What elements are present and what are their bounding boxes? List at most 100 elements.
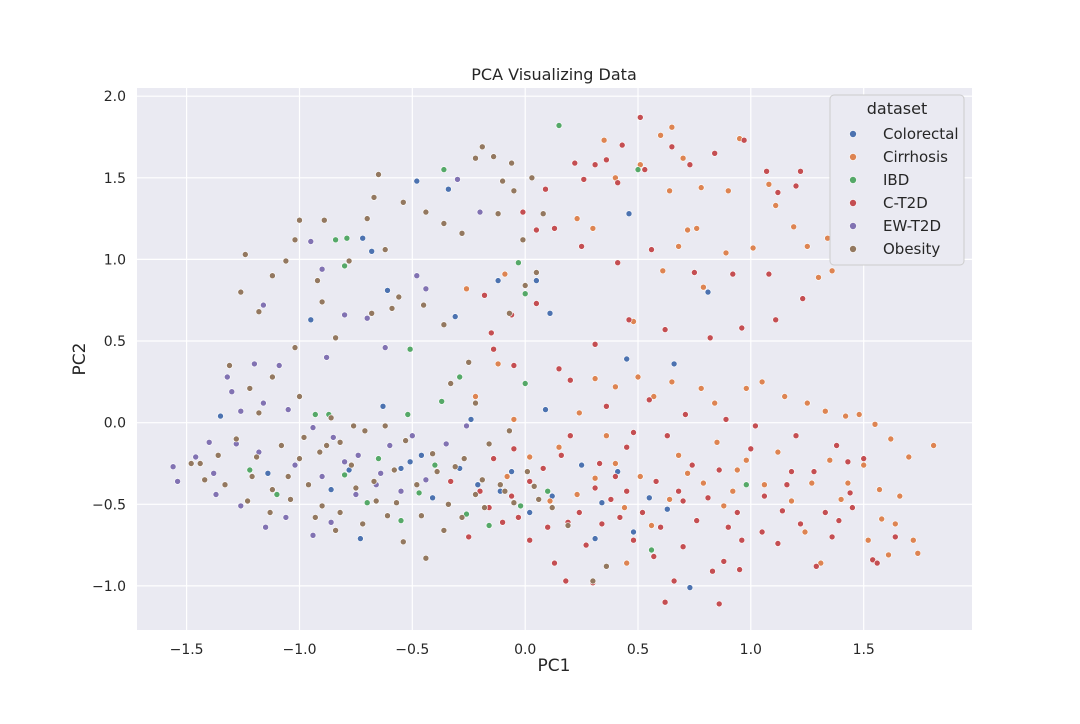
data-point [758, 378, 766, 386]
data-point [526, 478, 534, 485]
data-point [397, 487, 405, 495]
data-point [490, 345, 497, 353]
data-point [623, 487, 631, 495]
data-point [404, 411, 412, 418]
data-point [659, 267, 667, 275]
data-point [788, 497, 795, 505]
data-point [481, 504, 488, 511]
data-point [526, 509, 534, 516]
data-point [618, 141, 626, 149]
data-point [438, 398, 446, 405]
data-point [722, 416, 730, 423]
legend: dataset Colorectal Cirrhosis IBD C-T2D EW-T2… [829, 94, 965, 266]
data-point [246, 466, 254, 474]
data-point [765, 181, 773, 188]
data-point [508, 159, 515, 167]
data-point [341, 458, 348, 466]
data-point [260, 399, 267, 407]
data-point [869, 556, 877, 564]
data-point [255, 409, 263, 417]
data-point [269, 373, 276, 381]
data-point [871, 420, 879, 428]
data-point [582, 541, 590, 549]
data-point [485, 522, 493, 529]
data-point [630, 429, 637, 436]
y-tick-label: 1.5 [104, 171, 126, 187]
data-point [788, 468, 795, 475]
data-point [679, 497, 687, 505]
data-point [564, 522, 572, 529]
data-point [242, 251, 249, 258]
data-point [686, 161, 694, 168]
data-point [711, 399, 719, 407]
y-tick-label: 2.0 [104, 89, 126, 105]
data-point [244, 497, 251, 505]
data-point [733, 509, 741, 516]
data-point [363, 314, 371, 322]
data-point [539, 210, 547, 217]
data-point [661, 326, 669, 333]
x-tick-label: 1.5 [853, 642, 875, 658]
data-point [761, 492, 768, 500]
x-tick-label: −0.5 [395, 642, 429, 658]
data-point [467, 416, 475, 423]
data-point [713, 438, 721, 446]
data-point [650, 553, 658, 560]
data-point [623, 559, 631, 567]
data-point [598, 520, 606, 528]
data-point [557, 451, 565, 459]
data-point [675, 487, 682, 495]
legend-label: Colorectal [883, 125, 959, 143]
data-point [210, 469, 217, 477]
data-point [526, 536, 534, 544]
data-point [336, 438, 344, 446]
data-point [729, 487, 737, 495]
data-point [826, 456, 834, 464]
data-point [359, 234, 367, 242]
x-tick-label: 0.5 [627, 642, 649, 658]
data-point [670, 360, 678, 368]
data-point [546, 497, 554, 505]
data-point [255, 308, 263, 316]
data-point [878, 515, 886, 523]
data-point [661, 598, 669, 606]
data-point [828, 533, 836, 541]
data-point [311, 514, 319, 521]
data-point [706, 334, 714, 342]
data-point [291, 461, 299, 469]
data-point [296, 455, 303, 462]
legend-item: IBD [849, 171, 909, 189]
legend-label: IBD [883, 171, 909, 189]
data-point [440, 321, 448, 329]
data-point [774, 189, 782, 196]
data-point [361, 427, 369, 435]
data-point [772, 202, 780, 209]
data-point [521, 282, 529, 289]
data-point [506, 427, 513, 435]
data-point [524, 468, 531, 475]
data-point [174, 478, 181, 485]
data-point [873, 559, 881, 567]
data-point [704, 288, 712, 296]
data-point [284, 473, 292, 480]
data-point [663, 505, 671, 513]
data-point [573, 491, 581, 498]
data-point [636, 114, 644, 121]
data-point [636, 473, 644, 480]
data-point [320, 216, 328, 224]
data-point [503, 473, 511, 480]
data-point [860, 455, 868, 462]
data-point [625, 210, 633, 217]
data-point [187, 460, 195, 467]
data-point [790, 223, 798, 231]
data-point [413, 177, 421, 185]
data-point [307, 316, 315, 324]
data-point [634, 373, 642, 381]
data-point [614, 179, 622, 186]
data-point [715, 466, 723, 474]
data-point [429, 494, 436, 502]
data-point [715, 600, 723, 608]
data-point [724, 523, 732, 531]
data-point [530, 482, 538, 490]
